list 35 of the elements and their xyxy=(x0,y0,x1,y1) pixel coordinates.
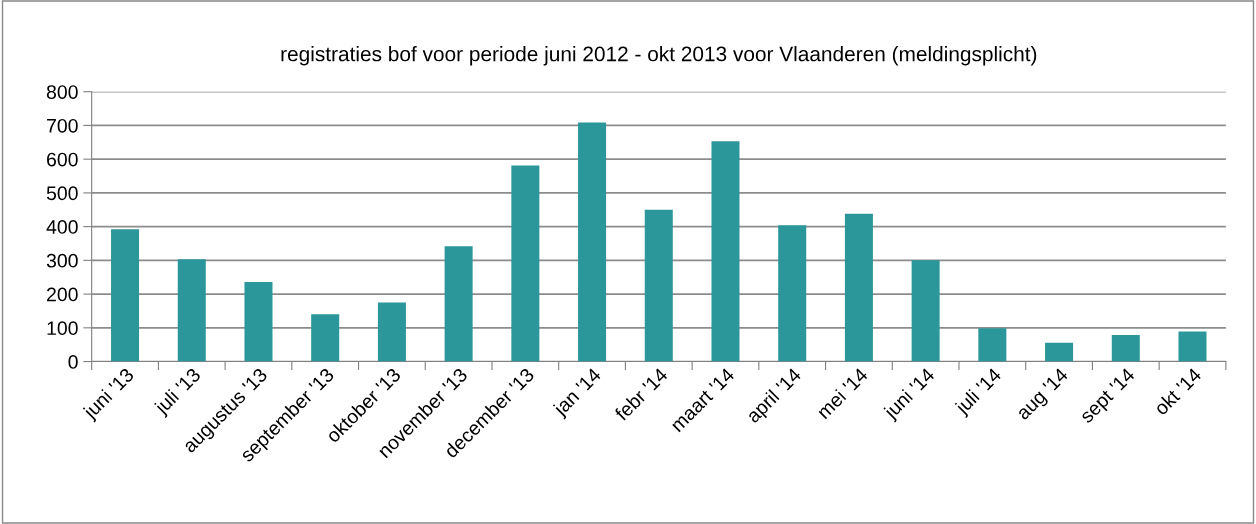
x-tick-label: febr '14 xyxy=(613,366,669,422)
x-tick-label: mei '14 xyxy=(815,366,869,420)
y-tick-label: 400 xyxy=(46,220,78,234)
bar xyxy=(778,225,807,362)
y-tick-label: 700 xyxy=(47,118,78,133)
bar xyxy=(978,328,1007,362)
x-tick-label: jan '14 xyxy=(551,366,605,420)
bar xyxy=(377,302,406,362)
bar xyxy=(444,246,473,362)
bar xyxy=(244,281,273,362)
x-tick-label: sept '14 xyxy=(1078,367,1139,427)
x-tick-label: juli '14 xyxy=(953,366,1005,418)
y-tick-label: 500 xyxy=(46,186,78,201)
y-tick-label: 800 xyxy=(46,85,78,99)
bar xyxy=(1111,334,1140,362)
bar xyxy=(511,165,540,362)
bar xyxy=(311,314,340,362)
x-tick-label: aug '14 xyxy=(1015,367,1072,424)
bar xyxy=(911,260,940,362)
bar xyxy=(1178,331,1207,362)
y-tick-label: 600 xyxy=(47,152,78,167)
y-tick-label: 0 xyxy=(68,355,78,369)
bar xyxy=(711,141,740,362)
x-tick-label: okt '14 xyxy=(1153,366,1203,416)
chart-title: registraties bof voor periode juni 2012 - okt 2013 voor Vlaanderen (meldingsplicht) xyxy=(281,46,1037,66)
y-tick-label: 300 xyxy=(46,253,78,268)
bar xyxy=(644,209,673,362)
bar xyxy=(578,122,607,362)
bar xyxy=(111,229,140,362)
bar xyxy=(177,259,206,362)
y-tick-label: 100 xyxy=(47,321,78,336)
bar xyxy=(1045,342,1074,362)
x-tick-label: juli '13 xyxy=(152,366,204,418)
bar xyxy=(844,213,873,362)
y-tick-label: 200 xyxy=(47,287,78,302)
